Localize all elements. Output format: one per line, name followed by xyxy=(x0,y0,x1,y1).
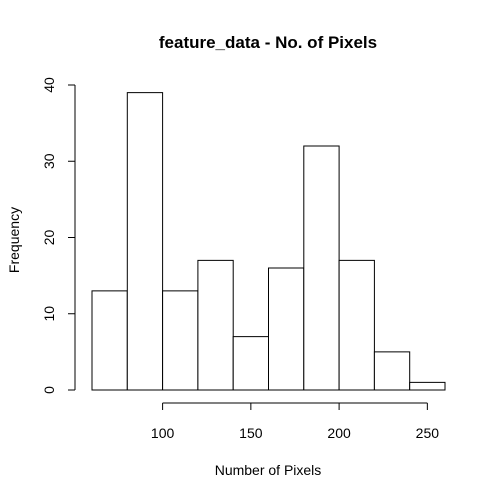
y-tick-label: 30 xyxy=(41,153,57,169)
x-axis: 100 150 200 250 xyxy=(151,402,440,441)
y-axis: 0 10 20 30 40 xyxy=(41,77,76,394)
histogram-bar-2 xyxy=(126,92,164,391)
y-axis-title: Frequency xyxy=(6,207,22,273)
histogram-bar-1 xyxy=(91,290,128,391)
histogram-bar-6 xyxy=(268,267,305,391)
y-tick-label: 10 xyxy=(41,306,57,322)
x-tick-label: 100 xyxy=(151,425,175,441)
histogram-bar-3 xyxy=(162,290,199,391)
x-axis-title: Number of Pixels xyxy=(215,462,322,478)
y-tick-label: 0 xyxy=(41,386,57,394)
x-tick-label: 250 xyxy=(416,425,440,441)
y-tick-label: 40 xyxy=(41,77,57,93)
histogram-bar-9 xyxy=(373,351,411,391)
bars-layer xyxy=(91,92,446,391)
histogram-bar-10 xyxy=(409,381,446,391)
histogram-bar-8 xyxy=(338,259,375,391)
histogram-bar-5 xyxy=(232,336,269,391)
y-tick-label: 20 xyxy=(41,230,57,246)
histogram-bar-7 xyxy=(303,145,340,391)
histogram-bar-4 xyxy=(197,259,234,391)
x-tick-label: 150 xyxy=(239,425,263,441)
x-tick-label: 200 xyxy=(327,425,351,441)
chart-title: feature_data - No. of Pixels xyxy=(159,33,377,52)
